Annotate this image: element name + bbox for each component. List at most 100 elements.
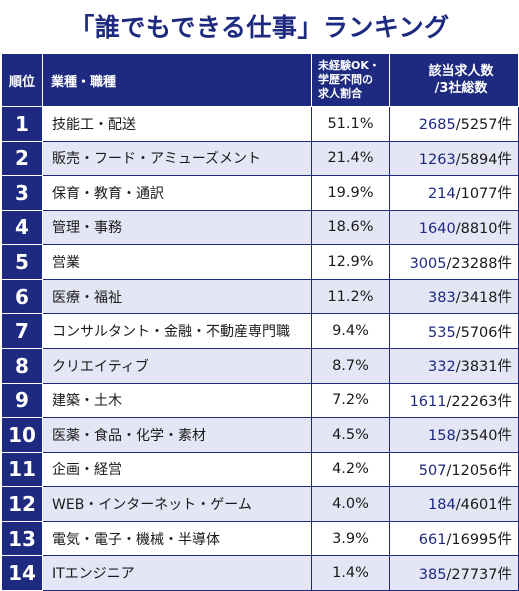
rank-cell: 14 [1, 555, 43, 591]
rate-cell: 11.2% [311, 278, 390, 315]
rate-cell: 12.9% [311, 244, 390, 280]
matching-count: 158 [428, 428, 456, 445]
count-cell: 158/3540件 [389, 417, 519, 453]
rate-cell: 21.4% [311, 140, 390, 177]
job-cell: 管理・事務 [42, 209, 312, 246]
ranking-table: 順位 業種・職種 未経験OK・ 学歴不問の 求人割合 該当求人数 /3社総数 1… [1, 53, 519, 591]
count-cell: 385/27737件 [389, 555, 519, 591]
rate-cell: 8.7% [311, 347, 390, 384]
rate-cell: 9.4% [311, 313, 390, 349]
job-cell: 販売・フード・アミューズメント [42, 140, 312, 177]
count-cell: 1611/22263件 [389, 382, 519, 419]
job-cell: 医薬・食品・化学・素材 [42, 417, 312, 453]
table-row: 4 管理・事務 18.6% 1640/8810件 [1, 209, 519, 246]
rate-cell: 18.6% [311, 209, 390, 246]
rate-cell: 4.2% [311, 451, 390, 488]
rank-cell: 12 [1, 486, 43, 522]
rank-cell: 5 [1, 244, 43, 280]
total-count: /23288件 [446, 255, 512, 272]
matching-count: 1263 [418, 151, 456, 168]
total-count: /3540件 [455, 428, 512, 445]
table-row: 9 建築・土木 7.2% 1611/22263件 [1, 382, 519, 419]
rank-cell: 11 [1, 451, 43, 488]
matching-count: 383 [428, 290, 456, 307]
matching-count: 214 [428, 186, 456, 203]
count-cell: 661/16995件 [389, 520, 519, 557]
matching-count: 661 [418, 532, 447, 549]
job-cell: 医療・福祉 [42, 278, 312, 315]
rank-cell: 13 [1, 520, 43, 557]
job-cell: 技能工・配送 [42, 106, 312, 142]
job-cell: コンサルタント・金融・不動産専門職 [42, 313, 312, 349]
job-cell: クリエイティブ [42, 347, 312, 384]
rank-cell: 3 [1, 175, 43, 211]
rank-cell: 10 [1, 417, 43, 453]
header-rank: 順位 [1, 53, 43, 107]
count-cell: 383/3418件 [389, 278, 519, 315]
matching-count: 385 [418, 566, 447, 583]
job-cell: 建築・土木 [42, 382, 312, 419]
table-row: 14 ITエンジニア 1.4% 385/27737件 [1, 555, 519, 591]
header-job: 業種・職種 [42, 53, 312, 107]
matching-count: 535 [428, 324, 456, 341]
job-cell: WEB・インターネット・ゲーム [42, 486, 312, 522]
job-cell: 保育・教育・通訳 [42, 175, 312, 211]
matching-count: 2685 [418, 117, 456, 134]
ranking-table-container: 順位 業種・職種 未経験OK・ 学歴不問の 求人割合 該当求人数 /3社総数 1… [1, 53, 519, 591]
matching-count: 1611 [409, 393, 447, 410]
matching-count: 3005 [409, 255, 447, 272]
total-count: /8810件 [455, 220, 512, 237]
matching-count: 332 [428, 359, 456, 376]
header-count: 該当求人数 /3社総数 [389, 53, 519, 107]
table-row: 1 技能工・配送 51.1% 2685/5257件 [1, 106, 519, 142]
total-count: /27737件 [446, 566, 512, 583]
count-cell: 1263/5894件 [389, 140, 519, 177]
table-row: 2 販売・フード・アミューズメント 21.4% 1263/5894件 [1, 140, 519, 177]
total-count: /16995件 [446, 532, 512, 549]
table-row: 8 クリエイティブ 8.7% 332/3831件 [1, 347, 519, 384]
rank-cell: 9 [1, 382, 43, 419]
total-count: /22263件 [446, 393, 512, 410]
total-count: /3831件 [455, 359, 512, 376]
total-count: /4601件 [455, 497, 512, 514]
table-row: 11 企画・経営 4.2% 507/12056件 [1, 451, 519, 488]
rate-cell: 7.2% [311, 382, 390, 419]
count-cell: 214/1077件 [389, 175, 519, 211]
table-row: 13 電気・電子・機械・半導体 3.9% 661/16995件 [1, 520, 519, 557]
rate-cell: 1.4% [311, 555, 390, 591]
rank-cell: 2 [1, 140, 43, 177]
table-row: 5 営業 12.9% 3005/23288件 [1, 244, 519, 280]
page-title: 「誰でもできる仕事」ランキング [69, 13, 450, 42]
table-row: 6 医療・福祉 11.2% 383/3418件 [1, 278, 519, 315]
count-cell: 332/3831件 [389, 347, 519, 384]
count-cell: 507/12056件 [389, 451, 519, 488]
rate-cell: 51.1% [311, 106, 390, 142]
count-cell: 3005/23288件 [389, 244, 519, 280]
count-cell: 535/5706件 [389, 313, 519, 349]
table-row: 12 WEB・インターネット・ゲーム 4.0% 184/4601件 [1, 486, 519, 522]
rank-cell: 1 [1, 106, 43, 142]
header-rate: 未経験OK・ 学歴不問の 求人割合 [311, 53, 390, 107]
job-cell: ITエンジニア [42, 555, 312, 591]
rate-cell: 4.5% [311, 417, 390, 453]
rank-cell: 8 [1, 347, 43, 384]
count-cell: 2685/5257件 [389, 106, 519, 142]
count-cell: 1640/8810件 [389, 209, 519, 246]
count-cell: 184/4601件 [389, 486, 519, 522]
table-row: 7 コンサルタント・金融・不動産専門職 9.4% 535/5706件 [1, 313, 519, 349]
total-count: /5894件 [455, 151, 512, 168]
total-count: /5706件 [455, 324, 512, 341]
rank-cell: 6 [1, 278, 43, 315]
rank-cell: 4 [1, 209, 43, 246]
rank-cell: 7 [1, 313, 43, 349]
job-cell: 営業 [42, 244, 312, 280]
job-cell: 企画・経営 [42, 451, 312, 488]
total-count: /3418件 [455, 290, 512, 307]
matching-count: 1640 [418, 220, 456, 237]
total-count: /5257件 [455, 117, 512, 134]
matching-count: 507 [418, 462, 447, 479]
total-count: /1077件 [455, 186, 512, 203]
job-cell: 電気・電子・機械・半導体 [42, 520, 312, 557]
rate-cell: 4.0% [311, 486, 390, 522]
table-row: 10 医薬・食品・化学・素材 4.5% 158/3540件 [1, 417, 519, 453]
